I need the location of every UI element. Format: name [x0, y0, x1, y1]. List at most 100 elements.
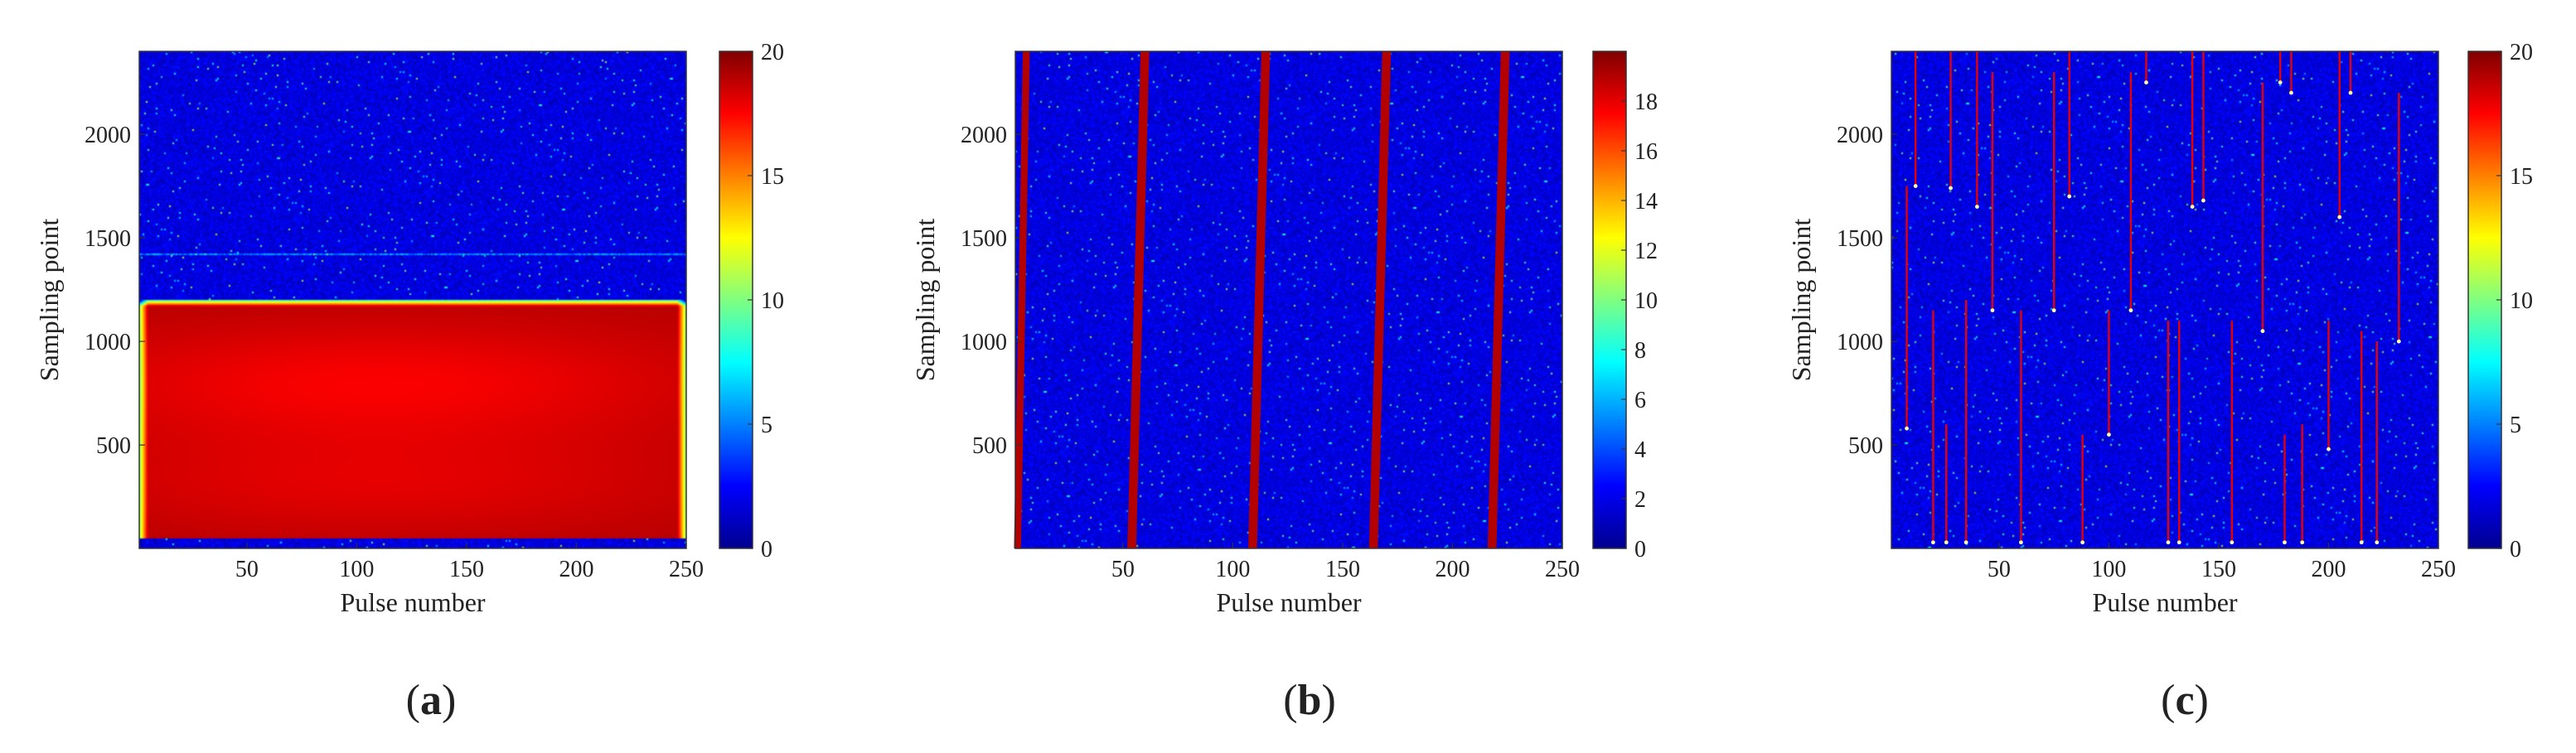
streak-head	[2359, 540, 2364, 545]
panel-label: (b)	[1283, 677, 1336, 724]
streak-head	[2375, 540, 2380, 545]
colorbar-tick-label: 10	[2510, 288, 2533, 314]
y-tick-label: 1500	[961, 226, 1007, 252]
colorbar-tick-label: 6	[1634, 388, 1646, 413]
x-tick-label: 150	[1325, 557, 1360, 582]
y-axis-label: Sampling point	[910, 219, 940, 382]
y-tick-label: 2000	[1837, 123, 1883, 148]
streak-head	[2260, 329, 2265, 334]
x-tick-label: 100	[2091, 557, 2126, 582]
streak-head	[1944, 540, 1949, 545]
x-tick-label: 200	[1435, 557, 1470, 582]
streak-head	[2067, 194, 2072, 199]
streak-head	[2201, 198, 2206, 203]
colorbar-tick-label: 20	[761, 40, 784, 65]
colorbar-tick-label: 15	[761, 164, 784, 190]
y-axis-label: Sampling point	[34, 219, 64, 382]
y-tick-label: 1500	[1837, 226, 1883, 252]
colorbar	[1592, 51, 1627, 549]
y-axis-label: Sampling point	[1786, 219, 1816, 382]
y-tick-label: 2000	[85, 123, 131, 148]
stripe	[1247, 51, 1271, 548]
streak-head	[2190, 205, 2195, 209]
x-axis-label: Pulse number	[2092, 587, 2237, 617]
x-tick-label: 50	[1111, 557, 1135, 582]
x-tick-label: 50	[235, 557, 259, 582]
panel-label: (c)	[2161, 677, 2209, 724]
heatmap-image	[1015, 51, 1562, 548]
x-tick-label: 100	[339, 557, 374, 582]
axes-frame	[1891, 51, 2439, 549]
x-tick-label: 100	[1215, 557, 1250, 582]
streak-head	[2080, 540, 2085, 545]
y-tick-label: 1500	[85, 226, 131, 252]
colorbar-tick-label: 5	[761, 413, 772, 438]
colorbar-tick-label: 16	[1634, 139, 1658, 165]
x-tick-label: 250	[669, 557, 704, 582]
heatmap-image	[139, 51, 686, 548]
streak-head	[1949, 186, 1953, 191]
streak-head	[2300, 540, 2305, 545]
streak-head	[2018, 540, 2023, 545]
x-tick-label: 200	[559, 557, 593, 582]
colorbar-tick-label: 0	[761, 537, 772, 562]
streak-head	[2107, 432, 2111, 437]
y-tick-label: 500	[972, 433, 1007, 459]
streak-head	[2144, 80, 2148, 84]
stripe	[1487, 51, 1510, 548]
streak-head	[2348, 90, 2353, 95]
axes-frame	[1014, 51, 1563, 549]
streak-head	[1930, 540, 1935, 545]
colorbar	[2467, 51, 2502, 549]
streak-head	[1974, 205, 1979, 209]
streak-head	[2396, 339, 2401, 344]
streak-head	[2278, 80, 2283, 84]
colorbar-tick-label: 10	[761, 288, 784, 314]
x-tick-label: 250	[2421, 557, 2456, 582]
heatmap-image	[1891, 51, 2438, 548]
stripe	[1368, 51, 1392, 548]
streak-head	[1913, 184, 1918, 188]
x-tick-label: 50	[1988, 557, 2011, 582]
streak-head	[2327, 446, 2331, 451]
y-tick-label: 1000	[1837, 330, 1883, 355]
streak-head	[1905, 426, 1909, 431]
streak-head	[2166, 540, 2171, 545]
x-axis-label: Pulse number	[340, 587, 485, 617]
streak-head	[2289, 90, 2293, 95]
colorbar-tick-label: 20	[2510, 40, 2533, 65]
streak-head	[2128, 308, 2133, 313]
colorbar-tick-label: 4	[1634, 437, 1646, 463]
streak-head	[2230, 540, 2235, 545]
colorbar-tick-label: 0	[1634, 537, 1646, 562]
x-tick-label: 250	[1545, 557, 1580, 582]
panel-label: (a)	[406, 677, 457, 724]
x-tick-label: 150	[2201, 557, 2236, 582]
y-tick-label: 2000	[961, 123, 1007, 148]
colorbar-tick-label: 18	[1634, 89, 1658, 115]
y-tick-label: 1000	[85, 330, 131, 355]
stripe	[1127, 51, 1150, 548]
streak-head	[2051, 308, 2056, 313]
streak-head	[2177, 540, 2181, 545]
axes-frame	[138, 51, 687, 549]
colorbar-tick-label: 2	[1634, 487, 1646, 513]
x-axis-label: Pulse number	[1216, 587, 1361, 617]
y-tick-label: 1000	[961, 330, 1007, 355]
colorbar-tick-label: 15	[2510, 164, 2533, 190]
colorbar-tick-label: 0	[2510, 537, 2521, 562]
stripe	[1014, 51, 1030, 548]
x-tick-label: 150	[449, 557, 484, 582]
colorbar-tick-label: 10	[1634, 288, 1658, 314]
y-tick-label: 500	[1848, 433, 1883, 459]
streak-head	[2283, 540, 2287, 545]
streak-head	[2337, 215, 2342, 220]
colorbar-tick-label: 14	[1634, 189, 1658, 215]
colorbar-tick-label: 12	[1634, 239, 1658, 264]
streak-head	[1963, 540, 1968, 545]
colorbar-tick-label: 8	[1634, 338, 1646, 364]
